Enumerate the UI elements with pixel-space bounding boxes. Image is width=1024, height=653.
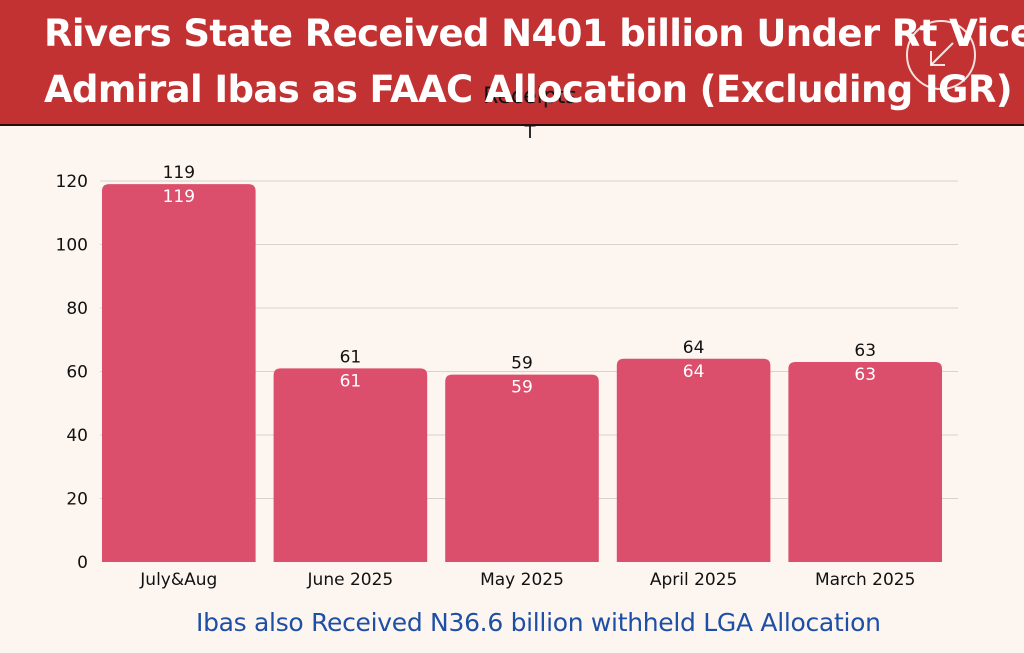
y-tick-label: 20 [66, 490, 88, 510]
bar-value-label: 119 [163, 163, 195, 183]
y-tick-label: 40 [66, 426, 88, 446]
x-category-label: April 2025 [650, 570, 738, 590]
y-tick-label: 60 [66, 363, 88, 383]
y-tick-label: 120 [56, 172, 88, 192]
x-category-label: June 2025 [307, 570, 394, 590]
bar [788, 361, 942, 562]
y-tick-label: 100 [56, 236, 88, 256]
chart-title: Receipts [483, 84, 577, 109]
footnote: Ibas also Received N36.6 billion withhel… [196, 608, 881, 637]
bar-value-label: 63 [854, 341, 876, 361]
bar-inner-value-label: 61 [340, 371, 362, 391]
y-tick-label: 80 [66, 299, 88, 319]
bars: 119 119 61 61 59 59 64 64 63 63 [102, 163, 942, 563]
bar [102, 184, 256, 563]
bar [445, 374, 599, 562]
expand-button[interactable] [906, 20, 976, 90]
bar-value-label: 61 [340, 347, 362, 367]
bar-inner-value-label: 64 [683, 362, 705, 382]
banner-title: Rivers State Received N401 billion Under… [44, 12, 1024, 111]
title-banner [0, 0, 1024, 126]
y-tick-label: 0 [77, 553, 88, 573]
chart-subtitle: T [524, 122, 536, 143]
bar-value-label: 64 [683, 338, 705, 358]
x-category-label: May 2025 [480, 570, 564, 590]
bar [616, 358, 771, 562]
bar-inner-value-label: 59 [511, 378, 533, 398]
bar-inner-value-label: 119 [163, 187, 195, 207]
x-axis-categories: July&Aug June 2025 May 2025 April 2025 March… [139, 570, 915, 590]
arrow-down-left-icon [930, 42, 954, 66]
y-axis-ticks: 0 20 40 60 80 100 120 [56, 172, 88, 573]
bar [273, 368, 428, 562]
bar-inner-value-label: 63 [854, 365, 876, 385]
x-category-label: March 2025 [815, 570, 916, 590]
bar-value-label: 59 [511, 354, 533, 374]
x-category-label: July&Aug [139, 570, 217, 590]
